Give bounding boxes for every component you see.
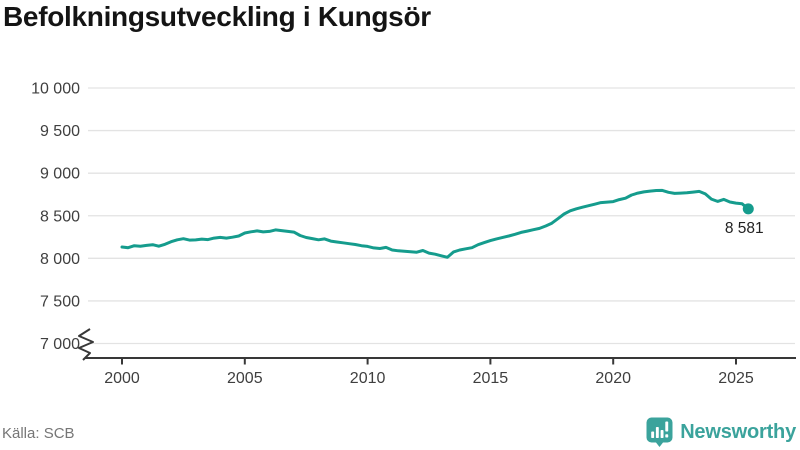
source-note: Källa: SCB <box>2 425 75 442</box>
last-point-dot <box>742 203 754 215</box>
newsworthy-bubble-bar-chart-icon <box>646 417 673 447</box>
brand-name: Newsworthy <box>680 420 796 443</box>
x-tick-label: 2020 <box>595 370 631 387</box>
newsworthy-logo: Newsworthy <box>646 417 796 447</box>
x-tick-label: 2025 <box>718 370 754 387</box>
last-value-label: 8 581 <box>725 220 764 237</box>
chart-title: Befolkningsutveckling i Kungsör <box>3 1 431 32</box>
axis-break-squiggle <box>78 328 94 361</box>
y-tick-label: 9 000 <box>40 166 80 183</box>
population-line <box>120 188 750 259</box>
y-tick-label: 8 000 <box>40 251 80 268</box>
x-tick-label: 2000 <box>104 370 140 387</box>
x-tick-label: 2005 <box>227 370 263 387</box>
y-tick-label: 9 500 <box>40 123 80 140</box>
y-tick-label: 8 500 <box>40 208 80 225</box>
y-tick-label: 7 500 <box>40 293 80 310</box>
x-tick-label: 2015 <box>473 370 509 387</box>
y-tick-label: 7 000 <box>40 336 80 353</box>
x-tick-label: 2010 <box>350 370 386 387</box>
population-line-chart: 10 000 9 500 9 000 8 500 8 000 7 500 7 000 2000… <box>31 81 796 387</box>
y-tick-label: 10 000 <box>31 81 80 98</box>
